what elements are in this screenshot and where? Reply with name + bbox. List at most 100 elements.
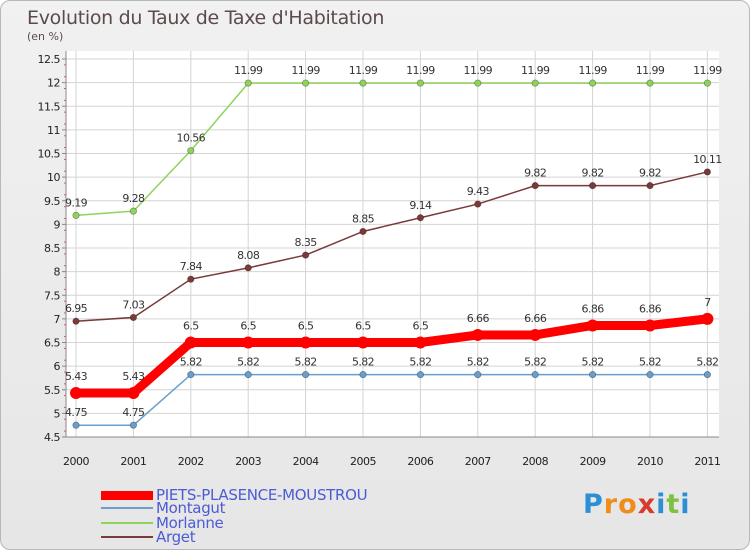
data-label: 5.82 [180, 356, 202, 369]
y-tick-label: 7.5 [44, 289, 60, 302]
legend-label-montagut: Montagut [156, 499, 226, 517]
data-point [184, 336, 197, 349]
y-tick-label: 8.5 [44, 242, 60, 255]
logo-letter: P [583, 489, 604, 520]
data-point [129, 313, 137, 322]
x-tick-label: 2002 [178, 455, 204, 468]
data-label: 5.82 [295, 356, 317, 369]
data-point [129, 421, 137, 429]
x-tick-label: 2005 [350, 455, 376, 468]
legend-item-piets[interactable]: PIETS-PLASENCE-MOUSTROU [101, 486, 368, 504]
data-label: 9.43 [467, 185, 490, 198]
data-label: 9.28 [122, 192, 145, 205]
y-tick-label: 12 [47, 77, 60, 90]
logo-letter: o [618, 489, 638, 520]
data-point [414, 336, 427, 349]
data-label: 11.99 [291, 64, 320, 77]
data-point [187, 275, 195, 283]
logo-letter: i [656, 489, 667, 520]
data-point [242, 336, 255, 349]
data-label: 11.99 [406, 64, 435, 77]
proxiti-logo: Proxiti [583, 489, 691, 520]
data-label: 7.03 [122, 298, 145, 311]
data-label: 5.82 [409, 356, 431, 369]
logo-letter: i [680, 489, 691, 520]
data-label: 11.99 [521, 64, 550, 77]
data-point [244, 79, 252, 87]
y-tick-label: 4.5 [44, 431, 60, 444]
data-point [531, 79, 539, 87]
data-label: 4.75 [122, 406, 145, 419]
data-label: 8.35 [295, 236, 318, 249]
y-tick-label: 12.5 [38, 53, 61, 66]
data-point [646, 371, 654, 379]
legend-label-piets: PIETS-PLASENCE-MOUSTROU [156, 486, 368, 504]
data-label: 11.99 [464, 64, 493, 77]
data-label: 11.99 [578, 64, 607, 77]
data-point [701, 312, 714, 325]
data-point [703, 371, 712, 379]
y-tick-label: 10 [47, 171, 60, 184]
data-label: 9.19 [65, 196, 88, 209]
data-point [416, 79, 424, 87]
y-tick-label: 6 [54, 360, 61, 373]
x-tick-label: 2006 [407, 455, 433, 468]
data-point [72, 421, 80, 429]
data-point [416, 214, 424, 222]
data-point [301, 79, 310, 87]
data-point [644, 319, 656, 332]
data-label: 6.5 [240, 320, 256, 333]
x-tick-label: 2003 [235, 455, 261, 468]
data-point [359, 227, 367, 236]
data-point [588, 182, 597, 190]
x-tick-label: 2011 [694, 455, 720, 468]
data-label: 11.99 [636, 64, 665, 77]
data-point [474, 200, 482, 208]
y-tick-label: 6.5 [44, 337, 60, 350]
logo-letter: r [603, 489, 619, 520]
data-point [359, 79, 367, 87]
data-point [299, 336, 312, 349]
legend-item-arget[interactable]: Arget [101, 528, 196, 546]
data-label: 11.99 [693, 64, 722, 77]
data-point [244, 371, 252, 379]
data-point [70, 387, 82, 400]
data-label: 6.86 [582, 302, 605, 315]
chart-title: Evolution du Taux de Taxe d'Habitation [27, 7, 385, 29]
y-tick-label: 9.5 [44, 195, 60, 208]
x-tick-label: 2009 [580, 455, 606, 468]
data-label: 6.86 [639, 302, 662, 315]
data-point [471, 328, 484, 341]
data-point [474, 371, 482, 379]
data-label: 6.5 [355, 320, 371, 333]
data-label: 5.82 [582, 356, 604, 369]
data-label: 7 [704, 296, 711, 309]
data-label: 6.95 [65, 302, 88, 315]
legend-item-montagut[interactable]: Montagut [101, 499, 226, 517]
legend-swatch-piets [101, 490, 153, 500]
data-label: 5.43 [122, 370, 145, 383]
y-tick-label: 11 [47, 124, 60, 137]
data-point [474, 79, 482, 87]
legend-swatch-arget [101, 536, 153, 538]
legend-swatch-montagut [101, 507, 153, 509]
x-tick-label: 2000 [63, 455, 89, 468]
data-point [588, 79, 597, 87]
data-label: 9.82 [639, 167, 661, 180]
data-point [703, 168, 712, 176]
chart-subtitle: (en %) [27, 30, 64, 43]
data-label: 6.66 [467, 312, 490, 325]
data-point [244, 264, 252, 272]
data-label: 6.66 [524, 312, 547, 325]
x-tick-label: 2007 [465, 455, 491, 468]
data-point [301, 371, 310, 379]
legend-label-arget: Arget [156, 528, 196, 546]
series-line-0 [71, 314, 712, 398]
x-tick-label: 2010 [637, 455, 663, 468]
data-point [72, 317, 80, 325]
data-point [357, 336, 369, 349]
data-label: 9.82 [582, 167, 604, 180]
legend-item-morlanne[interactable]: Morlanne [101, 514, 224, 532]
data-label: 10.11 [693, 153, 722, 166]
data-label: 5.82 [696, 356, 718, 369]
